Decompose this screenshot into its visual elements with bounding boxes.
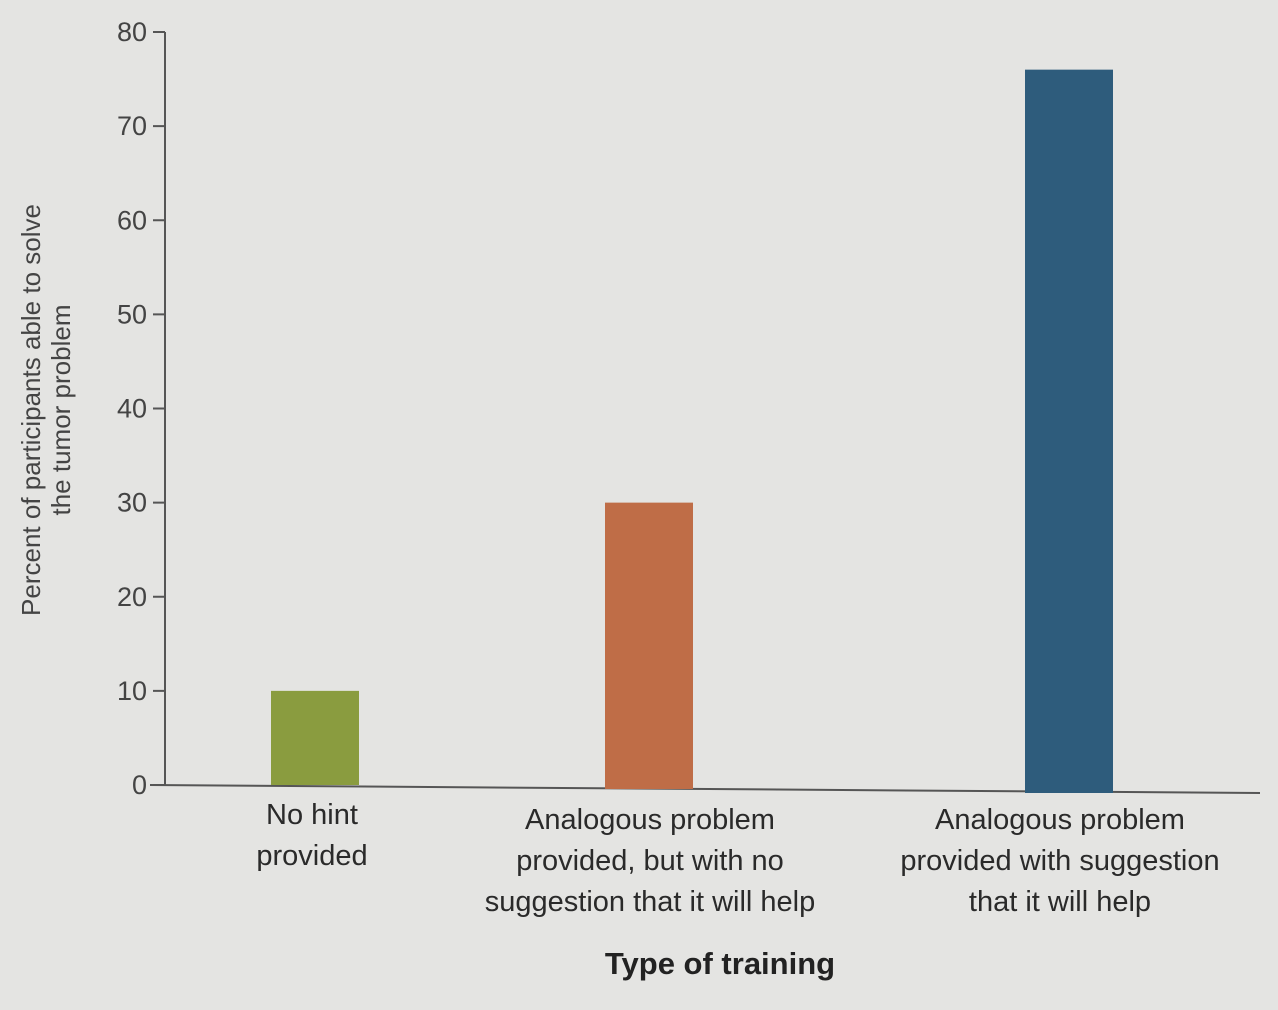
y-axis-label: Percent of participants able to solve th…	[16, 60, 76, 760]
y-tick-label: 70	[117, 111, 147, 141]
y-tick-label: 50	[117, 299, 147, 329]
category-label: No hint provided	[256, 799, 368, 872]
y-tick-label: 80	[117, 17, 147, 47]
bar	[271, 690, 359, 785]
y-tick-label: 30	[117, 488, 147, 518]
bar	[605, 502, 693, 789]
y-axis-label-line2: the tumor problem	[46, 304, 76, 516]
y-tick-label: 20	[117, 582, 147, 612]
y-tick-label: 60	[117, 205, 147, 235]
bar	[1025, 69, 1113, 793]
y-tick-label: 0	[132, 770, 147, 800]
category-label: Analogous problem provided with suggesti…	[900, 804, 1220, 918]
y-tick-label: 10	[117, 676, 147, 706]
y-axis-label-line1: Percent of participants able to solve	[16, 204, 46, 616]
x-axis-label: Type of training	[604, 946, 836, 981]
y-tick-label: 40	[117, 394, 147, 424]
category-label: Analogous problem provided, but with no …	[484, 804, 816, 918]
